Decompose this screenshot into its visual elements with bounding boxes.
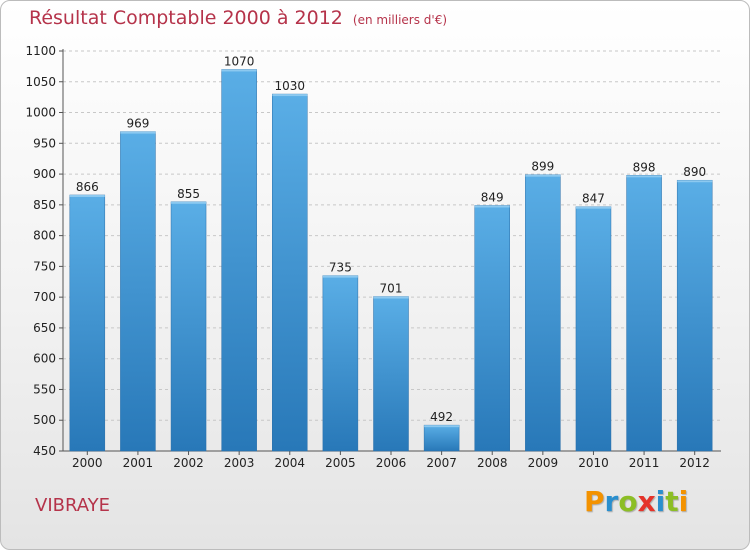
y-tick-label: 750 [33,259,56,273]
bar [575,206,612,452]
brand-logo: Proxiti [584,485,694,525]
x-tick-label: 2001 [123,456,154,470]
bar [626,175,662,452]
bar [525,174,561,452]
bar-value-label: 855 [177,187,200,201]
x-tick-label: 2003 [224,456,255,470]
bar-highlight [373,296,409,299]
bars [69,69,713,452]
bar [474,205,510,452]
bar-value-label: 701 [380,282,403,296]
y-tick-label: 550 [33,382,56,396]
brand-letter: i [655,485,666,518]
bar-value-label: 1030 [274,79,305,93]
brand-letter: t [665,485,679,518]
x-tick-label: 2009 [528,456,559,470]
bar-value-label: 898 [633,160,656,174]
x-tick-label: 2010 [578,456,609,470]
title-text: Résultat Comptable 2000 à 2012 [29,7,343,29]
bar-value-label: 899 [531,160,554,174]
bar-highlight [69,195,105,197]
x-tick-label: 2000 [72,456,103,470]
x-tick-label: 2007 [426,456,457,470]
bar-highlight [474,205,510,208]
bar-value-label: 849 [481,190,504,204]
chart-title: Résultat Comptable 2000 à 2012 (en millie… [29,7,447,29]
y-tick-label: 1050 [25,75,56,89]
x-tick-label: 2005 [325,456,356,470]
bar [272,93,308,452]
x-tick-label: 2011 [629,456,660,470]
brand-letter: P [584,485,605,518]
y-tick-label: 700 [33,290,56,304]
commune-name: VIBRAYE [35,495,111,516]
x-tick-label: 2004 [274,456,305,470]
bar [120,131,156,452]
bar-highlight [221,69,257,72]
x-tick-label: 2008 [477,456,508,470]
bar [221,69,257,452]
bar-highlight [626,175,662,178]
bar [170,201,207,452]
bar-highlight [120,131,156,134]
bar-highlight [424,425,460,428]
bar-highlight [272,94,308,97]
bar [69,194,106,452]
bar-highlight [575,206,611,209]
y-tick-label: 900 [33,167,56,181]
bar-value-label: 735 [329,261,352,275]
bar-value-label: 969 [126,117,149,131]
labels: 866 969 855 1070 1030 735 701 492 849 899 847 898 89… [76,54,706,424]
brand-letter: o [618,485,638,518]
x-tick-label: 2012 [679,456,710,470]
bar-value-label: 866 [76,180,99,194]
y-tick-label: 1100 [25,44,56,58]
bar-highlight [525,174,561,177]
y-tick-label: 1000 [25,106,56,120]
bar-value-label: 1070 [224,54,255,68]
bar [676,179,713,452]
brand-letter: r [604,485,619,518]
bar-highlight [171,201,207,204]
brand-letter: x [637,485,656,518]
y-tick-label: 650 [33,321,56,335]
bar [423,424,460,452]
y-tick-label: 800 [33,229,56,243]
y-tick-label: 850 [33,198,56,212]
bar-value-label: 890 [683,165,706,179]
y-tick-label: 500 [33,413,56,427]
y-tick-label: 950 [33,136,56,150]
brand-letter: i [678,485,689,518]
bar [322,275,359,452]
axes: 450 500 550 600 650 700 750 800 850 900 950 1000 105… [25,44,721,470]
bar [373,296,409,452]
bar-highlight [677,180,713,183]
y-tick-label: 600 [33,352,56,366]
y-tick-label: 450 [33,444,56,458]
bar-value-label: 492 [430,410,453,424]
x-tick-label: 2006 [376,456,407,470]
chart-subtitle: (en milliers d'€) [352,13,448,27]
x-tick-label: 2002 [173,456,204,470]
bar-value-label: 847 [582,192,605,206]
bar-highlight [322,275,358,278]
